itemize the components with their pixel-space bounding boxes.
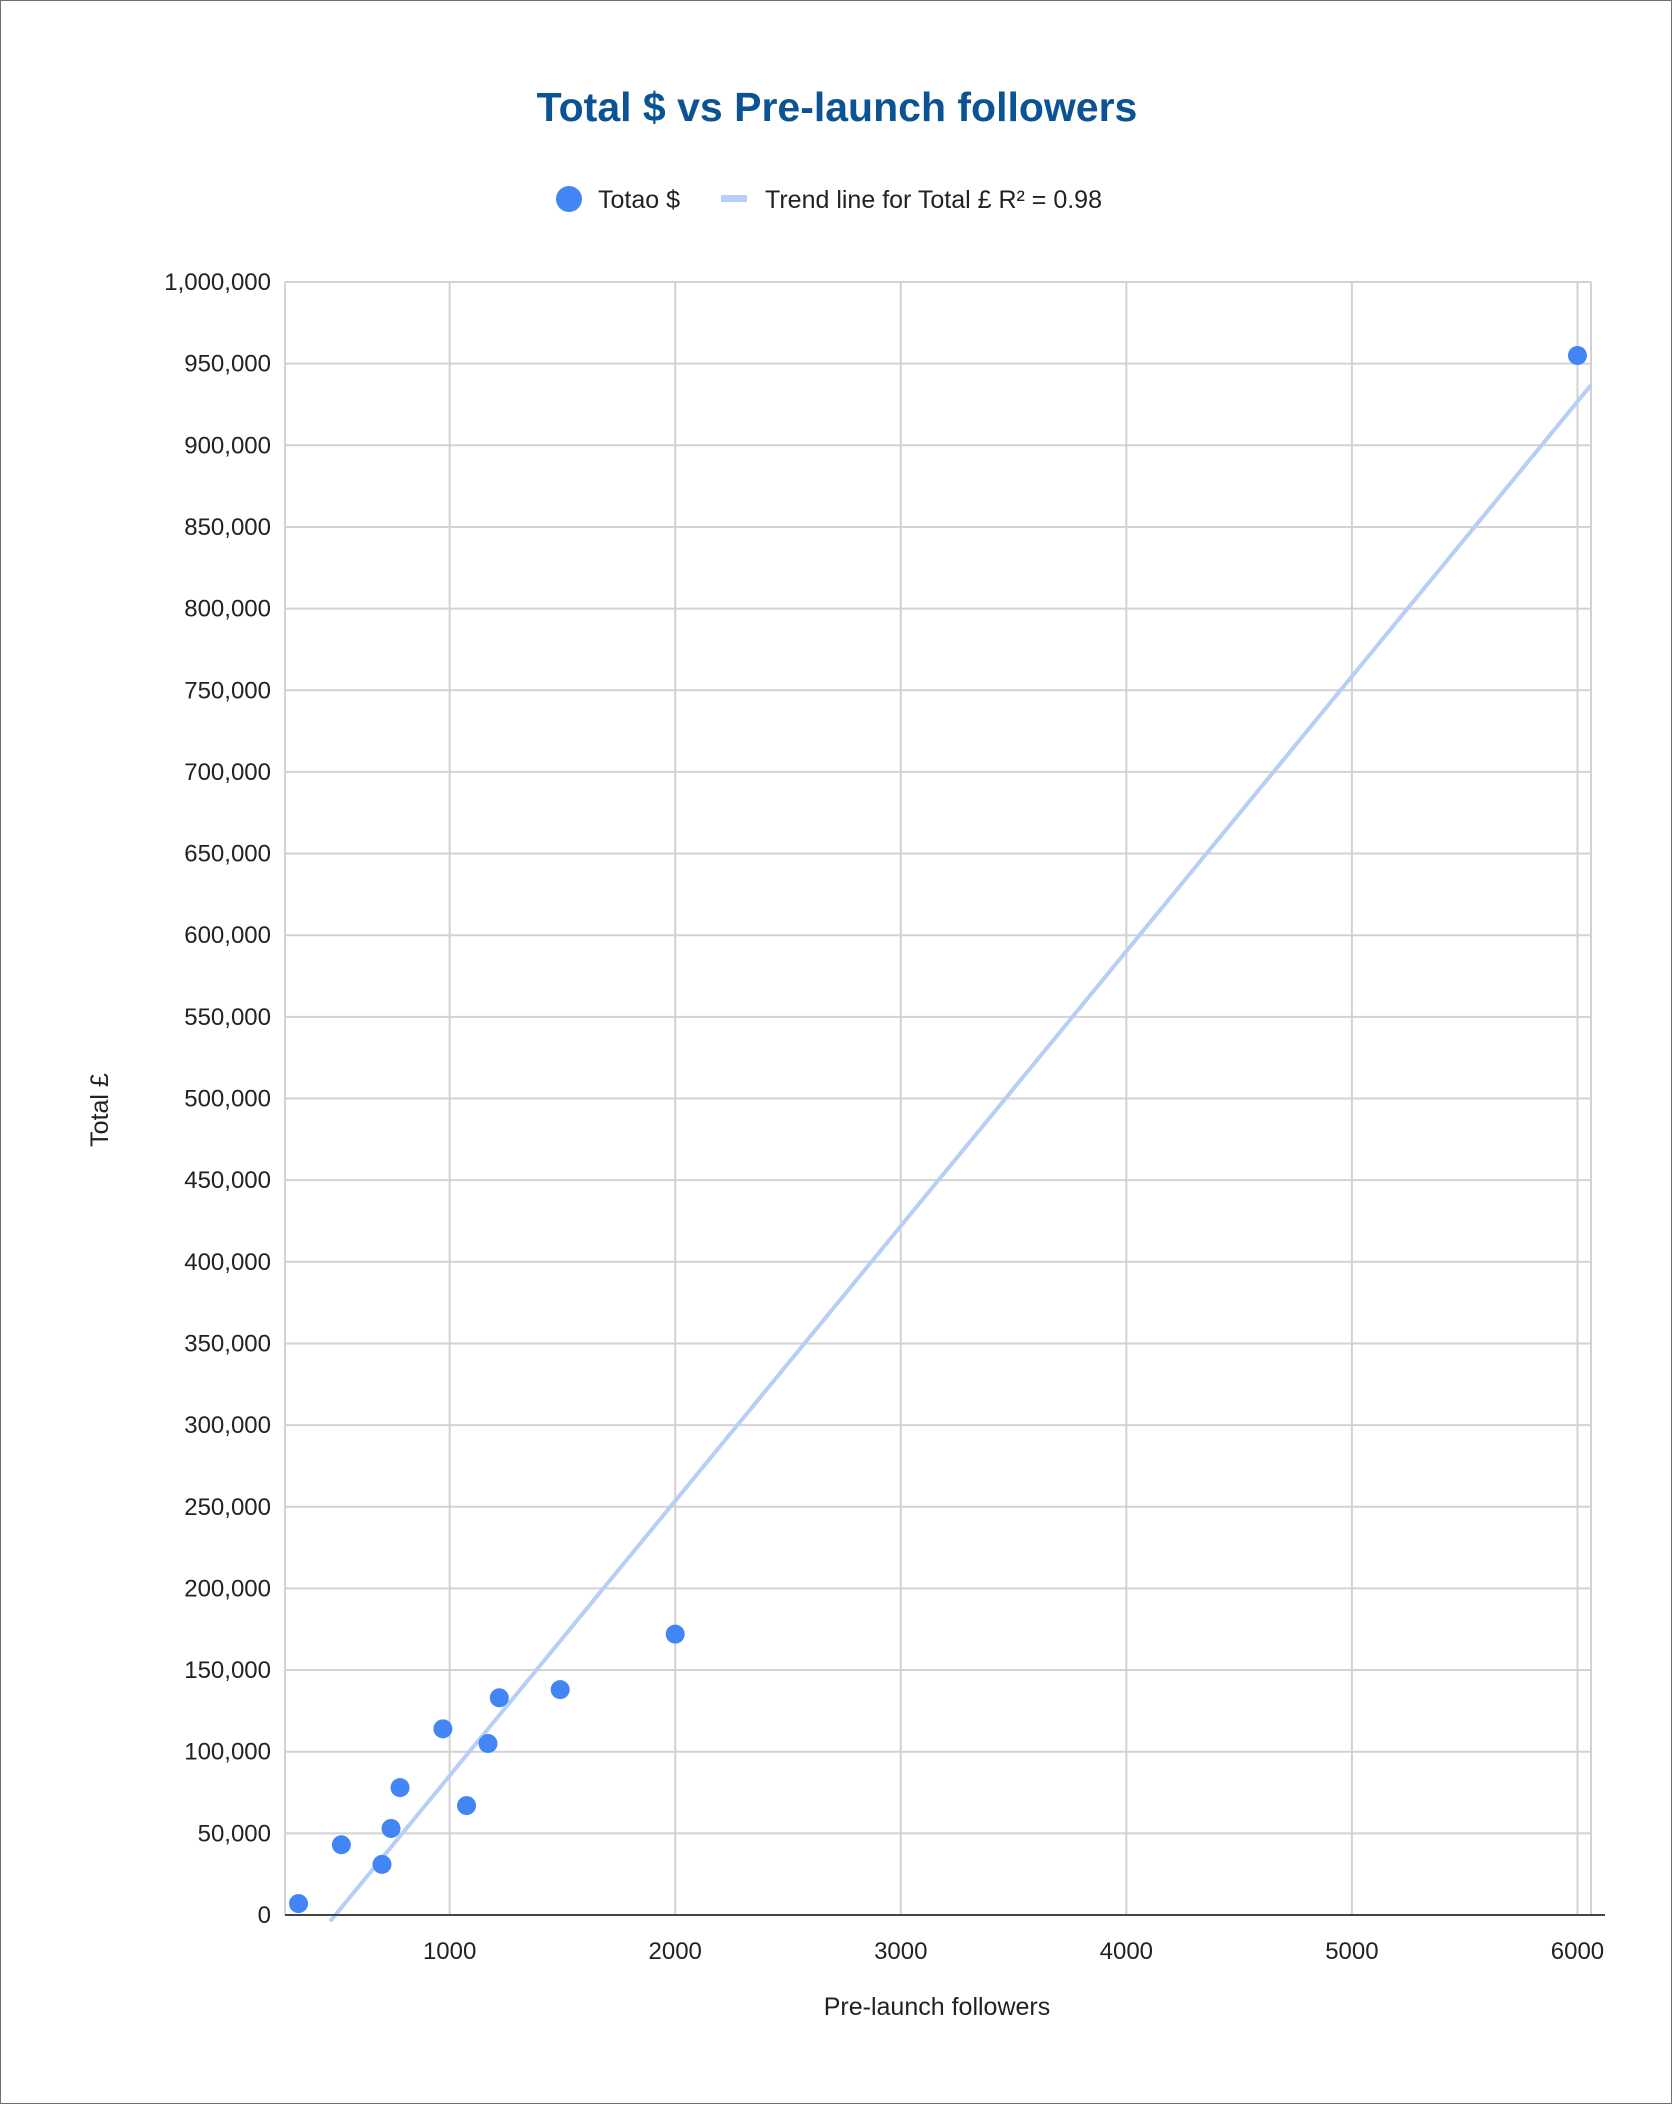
data-point: [331, 1835, 351, 1855]
y-tick-label: 850,000: [184, 514, 271, 541]
data-point: [478, 1734, 498, 1754]
y-tick-label: 700,000: [184, 759, 271, 786]
y-tick-label: 600,000: [184, 922, 271, 949]
data-point: [433, 1719, 453, 1739]
y-tick-label: 800,000: [184, 596, 271, 623]
trendline: [328, 383, 1593, 1923]
y-tick-label: 150,000: [184, 1657, 271, 1684]
legend-label-trendline: Trend line for Total £ R² = 0.98: [765, 186, 1102, 214]
y-tick-label: 650,000: [184, 841, 271, 868]
y-tick-label: 900,000: [184, 432, 271, 459]
legend-label-points: Totao $: [598, 186, 680, 214]
data-points: [289, 345, 1587, 1914]
legend-marker-trendline: [721, 195, 747, 202]
x-tick-label: 2000: [649, 1938, 702, 1965]
data-point: [372, 1854, 392, 1874]
x-tick-label: 4000: [1100, 1938, 1153, 1965]
gridlines: [284, 281, 1592, 1915]
data-point: [1567, 345, 1587, 365]
data-point: [390, 1778, 410, 1798]
x-tick-labels: 1000 2000 3000 4000 5000 6000: [423, 1938, 1604, 1965]
y-tick-label: 0: [258, 1902, 271, 1929]
y-tick-label: 250,000: [184, 1494, 271, 1521]
legend: Totao $ Trend line for Total £ R² = 0.98: [556, 186, 1102, 214]
y-tick-label: 950,000: [184, 351, 271, 378]
data-point: [457, 1796, 477, 1816]
y-tick-label: 500,000: [184, 1086, 271, 1113]
y-tick-label: 100,000: [184, 1739, 271, 1766]
x-axis-label: Pre-launch followers: [824, 1993, 1051, 2021]
y-tick-label: 50,000: [198, 1820, 271, 1847]
y-tick-label: 300,000: [184, 1412, 271, 1439]
y-axis-label: Total £: [86, 1073, 114, 1147]
x-tick-label: 1000: [423, 1938, 476, 1965]
y-tick-label: 400,000: [184, 1249, 271, 1276]
chart-title: Total $ vs Pre-launch followers: [537, 84, 1138, 130]
y-tick-label: 350,000: [184, 1330, 271, 1357]
data-point: [489, 1688, 509, 1708]
y-tick-label: 1,000,000: [164, 269, 271, 296]
x-tick-label: 5000: [1325, 1938, 1378, 1965]
trendline-layer: [328, 383, 1593, 1923]
y-tick-labels: 0 50,000 100,000 150,000 200,000 250,000 300,0…: [164, 269, 271, 1929]
x-tick-label: 6000: [1551, 1938, 1604, 1965]
legend-marker-points: [556, 186, 582, 212]
data-point: [665, 1624, 685, 1644]
y-tick-label: 450,000: [184, 1167, 271, 1194]
y-tick-label: 750,000: [184, 677, 271, 704]
x-tick-label: 3000: [874, 1938, 927, 1965]
y-tick-label: 200,000: [184, 1575, 271, 1602]
data-point: [550, 1680, 570, 1700]
data-point: [381, 1818, 401, 1838]
y-tick-label: 550,000: [184, 1004, 271, 1031]
data-point: [289, 1894, 309, 1914]
